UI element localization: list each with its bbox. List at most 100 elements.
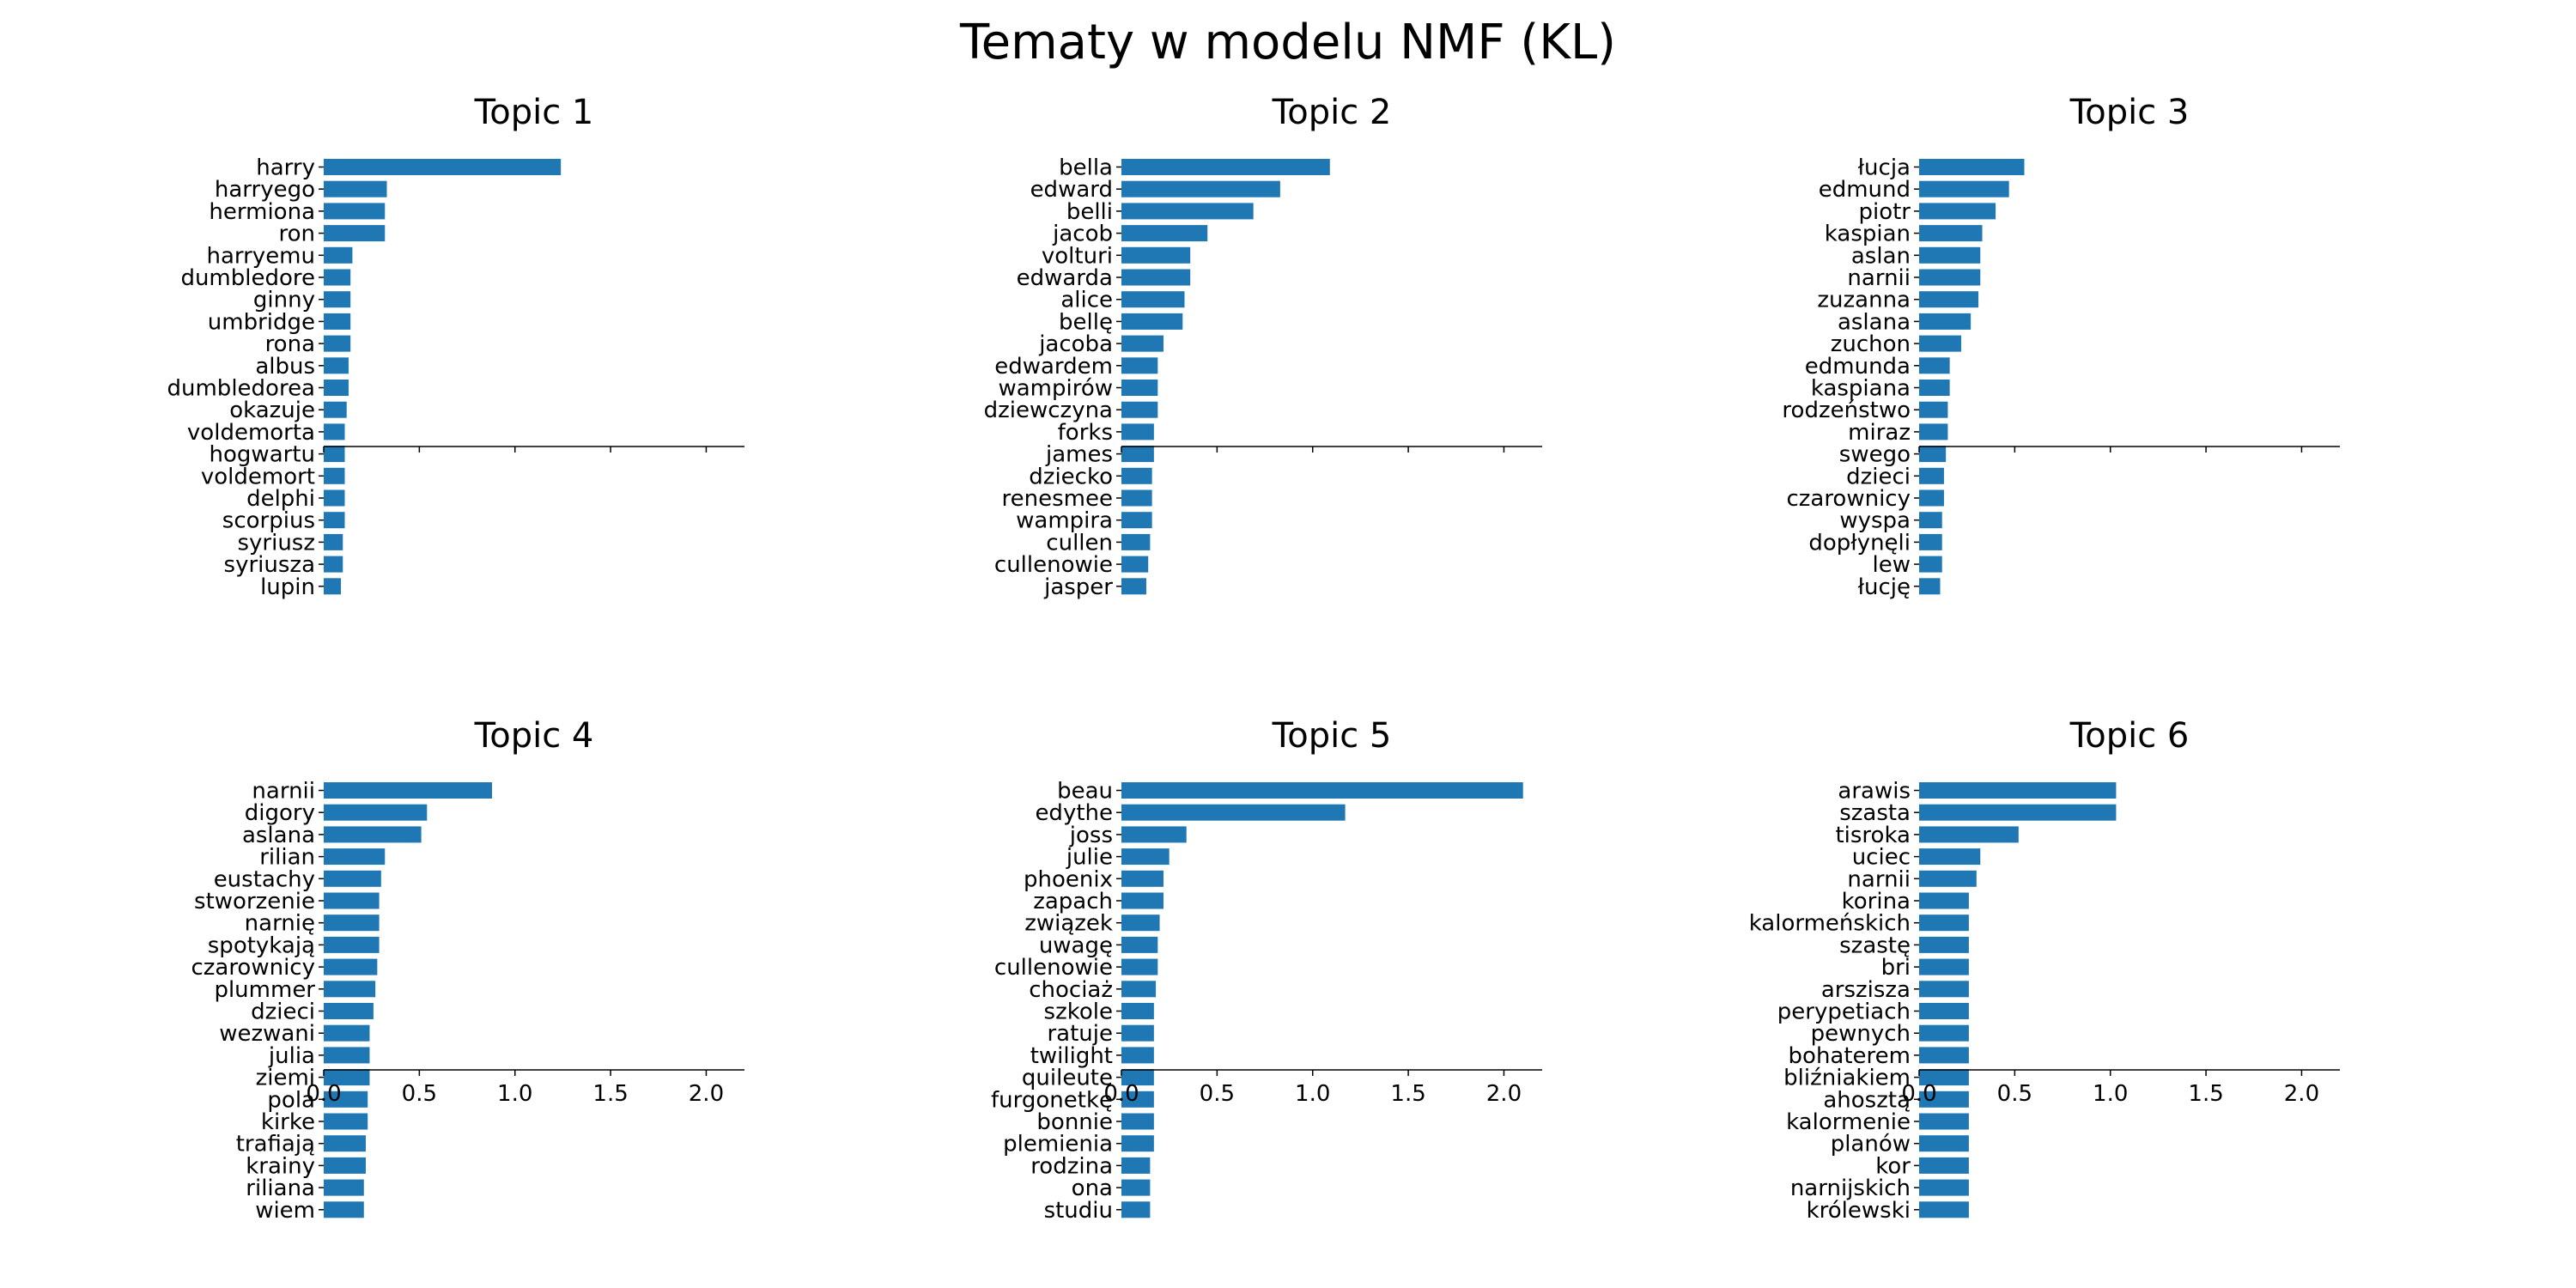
category-label: edythe — [1035, 800, 1113, 826]
category-label: eustachy — [214, 866, 315, 892]
category-label: bliźniakiem — [1783, 1066, 1911, 1091]
category-label: dziewczyna — [984, 398, 1113, 423]
category-label: cullenowie — [994, 552, 1113, 578]
bar — [324, 914, 380, 932]
bar — [324, 1024, 370, 1042]
bar — [1919, 1003, 1969, 1019]
bar — [1919, 533, 1942, 550]
category-label: pewnych — [1811, 1021, 1911, 1047]
bar — [1919, 1047, 1969, 1064]
bar — [1121, 1091, 1154, 1108]
x-tick-label: 0.0 — [306, 1081, 341, 1107]
bar — [324, 225, 386, 242]
category-label: piotr — [1858, 199, 1911, 225]
category-label: hogwartu — [210, 442, 315, 468]
category-label: narnii — [1847, 866, 1911, 892]
category-label: aslana — [242, 823, 315, 848]
category-label: studiu — [1044, 1198, 1113, 1224]
bar — [324, 335, 351, 352]
category-label: dopłynęli — [1808, 530, 1911, 556]
category-label: szastę — [1839, 933, 1911, 958]
bar — [324, 958, 378, 975]
bar — [1121, 848, 1170, 866]
category-label: okazuje — [229, 398, 315, 423]
x-tick-label: 2.0 — [2284, 1081, 2319, 1107]
bar — [1919, 981, 1969, 998]
category-label: syriusza — [224, 552, 315, 578]
bar — [1121, 578, 1146, 595]
category-label: wampira — [1016, 508, 1113, 534]
category-label: bella — [1059, 155, 1113, 181]
category-label: wampirów — [998, 376, 1113, 402]
category-label: związek — [1024, 911, 1113, 937]
category-label: kaspiana — [1811, 376, 1911, 402]
category-label: harry — [256, 155, 315, 181]
category-label: trafiają — [236, 1132, 315, 1157]
bar — [1919, 870, 1977, 887]
bar — [324, 269, 351, 286]
category-label: wezwani — [219, 1021, 315, 1047]
category-label: kirke — [261, 1109, 315, 1135]
bar — [1919, 1113, 1969, 1130]
bar — [1919, 380, 1950, 396]
bar — [1121, 489, 1152, 507]
category-label: harryemu — [206, 243, 315, 269]
category-label: narnii — [1847, 265, 1911, 291]
bar — [324, 246, 353, 264]
category-label: dumbledore — [180, 265, 315, 291]
bar — [324, 423, 345, 440]
bar — [1121, 225, 1208, 242]
bar — [324, 1113, 368, 1130]
category-label: uciec — [1852, 845, 1911, 871]
bar — [1121, 246, 1191, 264]
bar — [1121, 401, 1158, 418]
bar — [324, 848, 386, 866]
bar — [1121, 423, 1154, 440]
category-label: forks — [1058, 420, 1113, 446]
category-label: cullen — [1046, 530, 1113, 556]
category-label: czarownicy — [1786, 486, 1911, 512]
x-tick-label: 2.0 — [689, 1081, 724, 1107]
bar — [324, 313, 351, 330]
bar — [1919, 313, 1971, 330]
bar — [1919, 401, 1948, 418]
category-label: julie — [1066, 845, 1113, 871]
x-tick-label: 1.5 — [1390, 1081, 1425, 1107]
category-label: arawis — [1838, 779, 1911, 805]
x-tick-label: 0.5 — [1997, 1081, 2032, 1107]
category-label: kaspian — [1825, 222, 1911, 247]
category-label: voldemort — [201, 464, 315, 489]
bar — [324, 380, 349, 396]
category-label: jacoba — [1038, 331, 1113, 357]
category-label: bri — [1881, 955, 1911, 981]
category-label: alice — [1060, 288, 1113, 313]
bar — [324, 981, 376, 998]
bar — [1919, 225, 1983, 242]
bar — [1121, 1047, 1154, 1064]
bar — [324, 936, 380, 953]
bar — [1121, 870, 1163, 887]
bar — [324, 512, 345, 529]
bar — [1121, 914, 1160, 932]
bar — [1121, 467, 1152, 484]
bar — [324, 892, 380, 909]
bar — [1121, 313, 1183, 330]
x-tick-label: 1.5 — [2188, 1081, 2223, 1107]
chart-title: Topic 2 — [1272, 93, 1392, 132]
chart-title: Topic 3 — [2069, 93, 2190, 132]
category-label: czarownicy — [191, 955, 315, 981]
bar — [1919, 512, 1942, 529]
x-tick-label: 1.0 — [2093, 1081, 2128, 1107]
category-label: ron — [278, 222, 315, 247]
category-label: rodzina — [1030, 1153, 1113, 1179]
bar — [1121, 380, 1158, 396]
bar — [324, 446, 345, 463]
category-label: edward — [1030, 177, 1113, 203]
category-label: ahosztą — [1823, 1087, 1911, 1113]
bar — [324, 1047, 370, 1064]
category-label: james — [1045, 442, 1113, 468]
category-label: rodzeństwo — [1782, 398, 1911, 423]
bar — [324, 1091, 368, 1108]
x-tick-label: 0.0 — [1103, 1081, 1139, 1107]
